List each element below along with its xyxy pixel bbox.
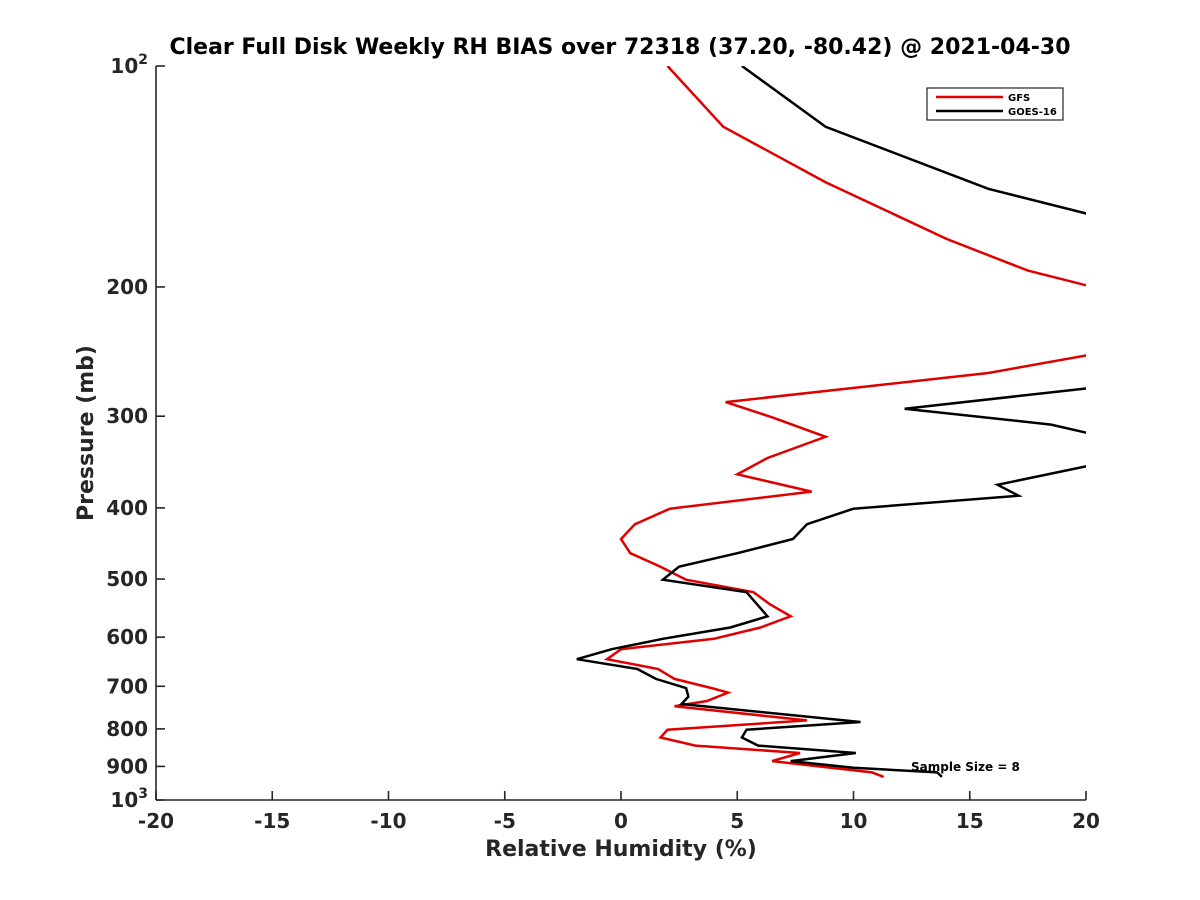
legend-label-gfs: GFS <box>1008 93 1030 104</box>
x-tick-label: -5 <box>494 809 516 833</box>
legend-label-goes16: GOES-16 <box>1008 107 1057 118</box>
y-tick-label-base: 10 <box>110 788 138 812</box>
series-line-goes-16 <box>576 66 1086 778</box>
y-tick-label-exponent: 3 <box>138 786 148 802</box>
x-tick-label: -15 <box>254 809 290 833</box>
y-tick-label-exponent: 2 <box>138 52 148 68</box>
y-tick-label: 700 <box>106 674 148 698</box>
legend: GFS GOES-16 <box>926 87 1064 121</box>
x-tick-label: 15 <box>956 809 984 833</box>
y-tick-label: 600 <box>106 625 148 649</box>
x-axis-label: Relative Humidity (%) <box>485 837 757 862</box>
legend-box <box>926 87 1064 121</box>
sample-size-annotation: Sample Size = 8 <box>911 760 1020 774</box>
chart-title: Clear Full Disk Weekly RH BIAS over 7231… <box>169 35 1070 60</box>
x-tick-label: 0 <box>614 809 628 833</box>
y-tick-label-base: 10 <box>110 54 138 78</box>
series-line-gfs <box>603 66 1086 779</box>
y-tick-label: 200 <box>106 275 148 299</box>
y-tick-label: 300 <box>106 404 148 428</box>
y-tick-label-power: 102 <box>110 52 148 78</box>
y-axis-label: Pressure (mb) <box>74 345 99 521</box>
x-tick-label: -20 <box>138 809 174 833</box>
plot-axes <box>155 66 1086 801</box>
y-tick-label: 500 <box>106 567 148 591</box>
x-tick-label: 5 <box>730 809 744 833</box>
series-layer <box>576 66 1086 779</box>
y-tick-label-power: 103 <box>110 786 148 812</box>
x-tick-label: 10 <box>840 809 868 833</box>
x-tick-label: 20 <box>1072 809 1100 833</box>
y-tick-label: 800 <box>106 717 148 741</box>
y-tick-label: 900 <box>106 754 148 778</box>
y-tick-label: 400 <box>106 496 148 520</box>
x-ticks: -20 -15 -10 -5 0 5 10 15 20 <box>138 791 1100 833</box>
x-tick-label: -10 <box>370 809 406 833</box>
